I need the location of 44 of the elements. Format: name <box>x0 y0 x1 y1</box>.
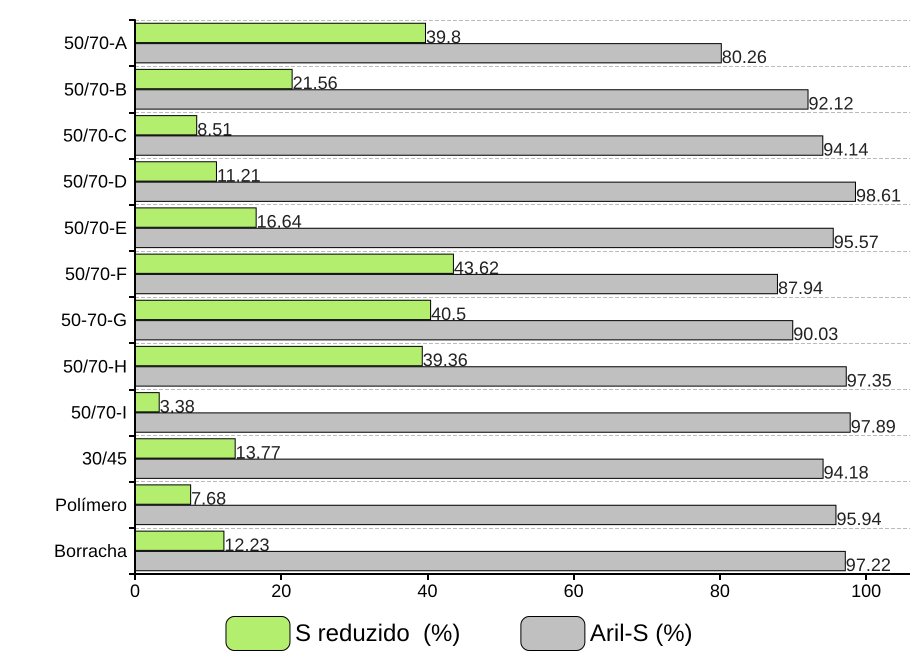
data-label: 87.94 <box>778 278 824 298</box>
data-label: 97.89 <box>850 416 896 437</box>
data-label: 12.23 <box>224 534 270 555</box>
y-tick-label: 50/70-H <box>62 356 127 376</box>
y-tick-label: 50/70-B <box>64 79 127 100</box>
data-label: 94.14 <box>823 140 868 160</box>
data-label: 80.26 <box>722 47 767 68</box>
data-label: 43.62 <box>454 258 499 278</box>
y-tick-label: Borracha <box>54 540 128 561</box>
data-label: 92.12 <box>808 93 854 114</box>
data-label: 3.38 <box>160 396 195 416</box>
data-label: 94.18 <box>824 462 869 483</box>
x-tick-label: 100 <box>851 581 882 601</box>
y-tick-label: 50/70-E <box>64 218 127 238</box>
y-tick-label: 50-70-G <box>60 310 127 330</box>
data-label: 39.36 <box>422 350 468 370</box>
legend-label: Aril-S (%) <box>590 620 693 647</box>
y-tick-label: 50/70-D <box>62 172 127 192</box>
data-label: 13.77 <box>236 442 281 462</box>
data-label: 90.03 <box>793 324 838 344</box>
data-label: 97.22 <box>846 555 891 576</box>
x-tick-label: 20 <box>271 581 292 601</box>
data-label: 16.64 <box>256 212 302 232</box>
y-tick-label: 50/70-C <box>62 125 127 146</box>
data-label: 95.57 <box>834 232 879 252</box>
legend-label: S reduzido (%) <box>294 620 460 647</box>
x-tick-label: 40 <box>417 581 438 601</box>
y-tick-label: 50/70-F <box>64 264 127 284</box>
data-label: 97.35 <box>846 370 892 390</box>
x-tick-label: 60 <box>564 581 584 601</box>
data-label: 98.61 <box>856 186 902 206</box>
y-tick-label: 30/45 <box>82 448 127 469</box>
data-label: 8.51 <box>197 119 232 140</box>
data-label: 7.68 <box>191 488 226 509</box>
data-label: 11.21 <box>216 165 261 186</box>
x-tick-label: 80 <box>710 581 730 601</box>
data-label: 21.56 <box>292 73 338 94</box>
y-tick-label: 50/70-I <box>70 402 127 422</box>
x-tick-label: 0 <box>130 581 140 601</box>
y-tick-label: Polímero <box>54 494 127 515</box>
data-label: 40.5 <box>431 304 466 324</box>
y-tick-label: 50/70-A <box>64 33 127 54</box>
data-label: 95.94 <box>836 508 882 529</box>
data-label: 39.8 <box>426 26 462 47</box>
